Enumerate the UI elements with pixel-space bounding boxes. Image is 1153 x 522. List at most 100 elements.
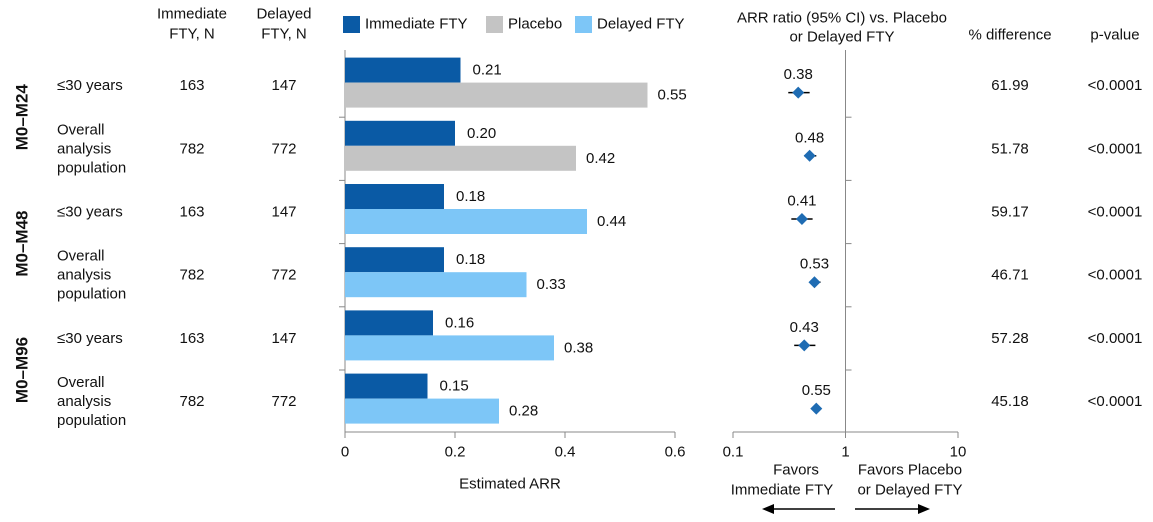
bar-label-immediate-5: 0.15: [440, 378, 469, 395]
bar-immediate-fty-2: [345, 184, 444, 209]
favors-right-arrow-head: [918, 504, 930, 514]
bar-label-comparator-4: 0.38: [564, 339, 593, 356]
row-delayed-n-2: 147: [271, 204, 296, 221]
row-delayed-n-0: 147: [271, 77, 296, 94]
bar-comparator-1: [345, 145, 576, 171]
row-pct-difference-0: 61.99: [991, 77, 1029, 94]
bar-x-axis-title: Estimated ARR: [459, 476, 561, 493]
forest-marker-3: [808, 276, 821, 289]
forest-value-label-1: 0.48: [795, 129, 824, 146]
row-immediate-n-0: 163: [179, 77, 204, 94]
forest-value-label-0: 0.38: [784, 66, 813, 83]
favors-right-line2: or Delayed FTY: [857, 482, 962, 499]
forest-value-label-2: 0.41: [787, 193, 816, 210]
bar-label-comparator-1: 0.42: [586, 150, 615, 167]
row-label-5-0: Overall: [57, 374, 105, 391]
row-p-value-5: <0.0001: [1088, 393, 1143, 410]
legend-label-0: Immediate FTY: [365, 16, 468, 33]
bar-label-immediate-1: 0.20: [467, 125, 496, 142]
favors-left-arrow-head: [762, 504, 774, 514]
bar-x-tick-label-0: 0: [341, 444, 349, 461]
header-immediate-n-line1: Immediate: [157, 6, 227, 23]
forest-marker-1: [803, 149, 816, 162]
row-immediate-n-1: 782: [179, 140, 204, 157]
row-p-value-3: <0.0001: [1088, 267, 1143, 284]
bar-immediate-fty-1: [345, 120, 455, 146]
bar-x-tick-label-2: 0.4: [555, 444, 576, 461]
legend-swatch-1: [486, 16, 503, 33]
header-arr-ratio-line1: ARR ratio (95% CI) vs. Placebo: [737, 10, 947, 27]
row-p-value-1: <0.0001: [1088, 140, 1143, 157]
legend-swatch-2: [575, 16, 592, 33]
row-p-value-2: <0.0001: [1088, 204, 1143, 221]
forest-x-tick-label-2: 10: [950, 444, 967, 461]
row-delayed-n-1: 772: [271, 140, 296, 157]
favors-left-line2: Immediate FTY: [731, 482, 834, 499]
row-pct-difference-5: 45.18: [991, 393, 1029, 410]
forest-marker-5: [810, 402, 823, 415]
period-label-1: M0–M48: [13, 211, 32, 277]
row-label-1-1: analysis: [57, 140, 111, 157]
bar-label-immediate-2: 0.18: [456, 188, 485, 205]
bar-label-comparator-2: 0.44: [597, 213, 626, 230]
row-label-5-1: analysis: [57, 393, 111, 410]
header-immediate-n-line2: FTY, N: [169, 26, 215, 43]
bar-immediate-fty-3: [345, 247, 444, 273]
row-p-value-0: <0.0001: [1088, 77, 1143, 94]
bar-label-comparator-3: 0.33: [537, 276, 566, 293]
row-delayed-n-5: 772: [271, 393, 296, 410]
row-p-value-4: <0.0001: [1088, 330, 1143, 347]
bar-label-comparator-5: 0.28: [509, 403, 538, 420]
row-immediate-n-5: 782: [179, 393, 204, 410]
header-arr-ratio-line2: or Delayed FTY: [789, 29, 894, 46]
period-label-2: M0–M96: [13, 337, 32, 403]
row-label-3-0: Overall: [57, 248, 105, 265]
bar-label-comparator-0: 0.55: [658, 87, 687, 104]
bar-label-immediate-4: 0.16: [445, 314, 474, 331]
bar-x-tick-label-1: 0.2: [445, 444, 466, 461]
forest-marker-2: [795, 213, 808, 225]
period-label-0: M0–M24: [13, 84, 32, 151]
row-immediate-n-2: 163: [179, 204, 204, 221]
bar-immediate-fty-5: [345, 373, 428, 399]
legend-label-2: Delayed FTY: [597, 16, 685, 33]
row-label-3-1: analysis: [57, 267, 111, 284]
bar-label-immediate-0: 0.21: [473, 62, 502, 79]
bar-label-immediate-3: 0.18: [456, 251, 485, 268]
row-pct-difference-3: 46.71: [991, 267, 1029, 284]
legend-label-1: Placebo: [508, 16, 562, 33]
row-label-2-0: ≤30 years: [57, 204, 123, 221]
row-delayed-n-3: 772: [271, 267, 296, 284]
bar-comparator-4: [345, 335, 554, 361]
bar-comparator-5: [345, 398, 499, 424]
row-immediate-n-4: 163: [179, 330, 204, 347]
header-pct-difference: % difference: [968, 27, 1051, 44]
favors-right-line1: Favors Placebo: [858, 462, 962, 479]
row-label-0-0: ≤30 years: [57, 77, 123, 94]
header-p-value: p-value: [1090, 27, 1139, 44]
row-label-5-2: population: [57, 412, 126, 429]
row-label-3-2: population: [57, 286, 126, 303]
bar-comparator-2: [345, 209, 587, 234]
forest-marker-4: [798, 339, 811, 352]
row-pct-difference-4: 57.28: [991, 330, 1029, 347]
forest-value-label-3: 0.53: [800, 256, 829, 273]
forest-value-label-5: 0.55: [802, 382, 831, 399]
row-label-4-0: ≤30 years: [57, 330, 123, 347]
bar-immediate-fty-0: [345, 57, 461, 83]
row-immediate-n-3: 782: [179, 267, 204, 284]
row-pct-difference-1: 51.78: [991, 140, 1029, 157]
forest-value-label-4: 0.43: [790, 319, 819, 336]
forest-x-tick-label-1: 1: [841, 444, 849, 461]
favors-left-line1: Favors: [773, 462, 819, 479]
header-delayed-n-line2: FTY, N: [261, 26, 307, 43]
forest-x-tick-label-0: 0.1: [723, 444, 744, 461]
bar-x-tick-label-3: 0.6: [665, 444, 686, 461]
bar-immediate-fty-4: [345, 310, 433, 336]
bar-comparator-3: [345, 272, 527, 298]
header-delayed-n-line1: Delayed: [256, 6, 311, 23]
row-label-1-0: Overall: [57, 121, 105, 138]
legend-swatch-0: [343, 16, 360, 33]
